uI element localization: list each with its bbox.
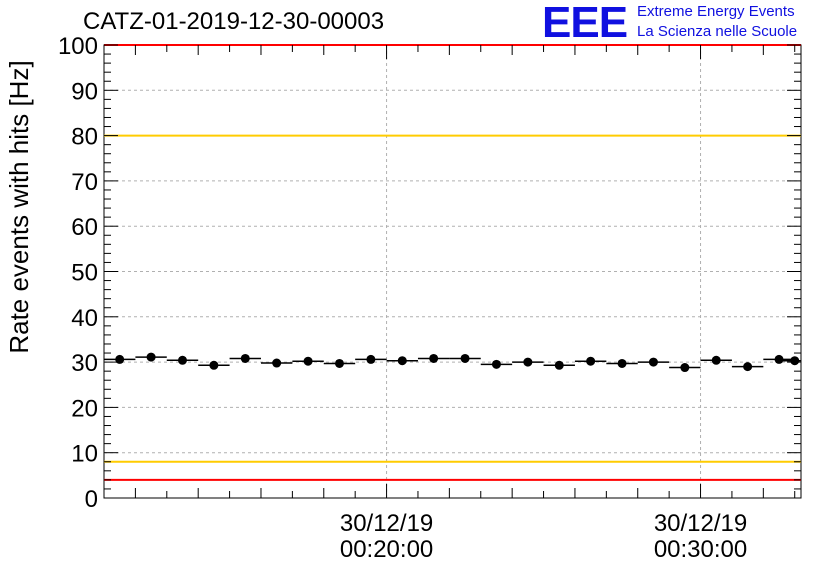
data-point [523, 357, 533, 367]
data-point [460, 353, 470, 363]
data-point [366, 354, 376, 364]
data-point [586, 356, 596, 366]
data-point [209, 360, 219, 370]
y-tick-label: 70 [71, 169, 98, 196]
data-point [743, 362, 753, 372]
data-point [680, 363, 690, 373]
data-point [774, 354, 784, 364]
y-tick-label: 50 [71, 260, 98, 287]
logo-tagline-1: Extreme Energy Events [637, 3, 795, 20]
data-point [397, 356, 407, 366]
logo-tagline-2: La Scienza nelle Scuole [637, 23, 798, 40]
chart-title: CATZ-01-2019-12-30-00003 [83, 8, 385, 35]
eee-logo: EEE Extreme Energy Events La Scienza nel… [542, 0, 832, 46]
y-tick-label: 20 [71, 395, 98, 422]
data-point [303, 356, 313, 366]
data-point [177, 355, 187, 365]
data-point [554, 360, 564, 370]
y-tick-label: 40 [71, 305, 98, 332]
grid-lines [104, 45, 801, 498]
x-tick-label-date: 30/12/19 [340, 510, 433, 537]
y-axis-ticks: 0 10 20 30 40 50 60 70 80 90 100 [58, 33, 801, 513]
y-tick-label: 0 [85, 486, 98, 513]
data-point [429, 353, 439, 363]
y-tick-label: 30 [71, 350, 98, 377]
y-tick-label: 80 [71, 124, 98, 151]
data-point [648, 357, 658, 367]
limit-lines [104, 44, 801, 481]
x-tick-label-time: 00:20:00 [340, 536, 433, 563]
data-points [104, 352, 801, 373]
x-tick-label-date: 30/12/19 [654, 510, 747, 537]
x-tick-label-time: 00:30:00 [654, 536, 747, 563]
y-axis-label: Rate events with hits [Hz] [4, 60, 34, 353]
data-point [334, 358, 344, 368]
data-point [711, 355, 721, 365]
y-tick-label: 10 [71, 441, 98, 468]
data-point [790, 356, 800, 366]
y-tick-label: 60 [71, 214, 98, 241]
eee-logo-mark: EEE [542, 0, 628, 47]
data-point [617, 358, 627, 368]
y-tick-label: 100 [58, 33, 98, 60]
y-tick-label: 90 [71, 78, 98, 105]
data-point [491, 359, 501, 369]
data-point [240, 353, 250, 363]
data-point [146, 352, 156, 362]
data-point [272, 358, 282, 368]
data-point [115, 354, 125, 364]
